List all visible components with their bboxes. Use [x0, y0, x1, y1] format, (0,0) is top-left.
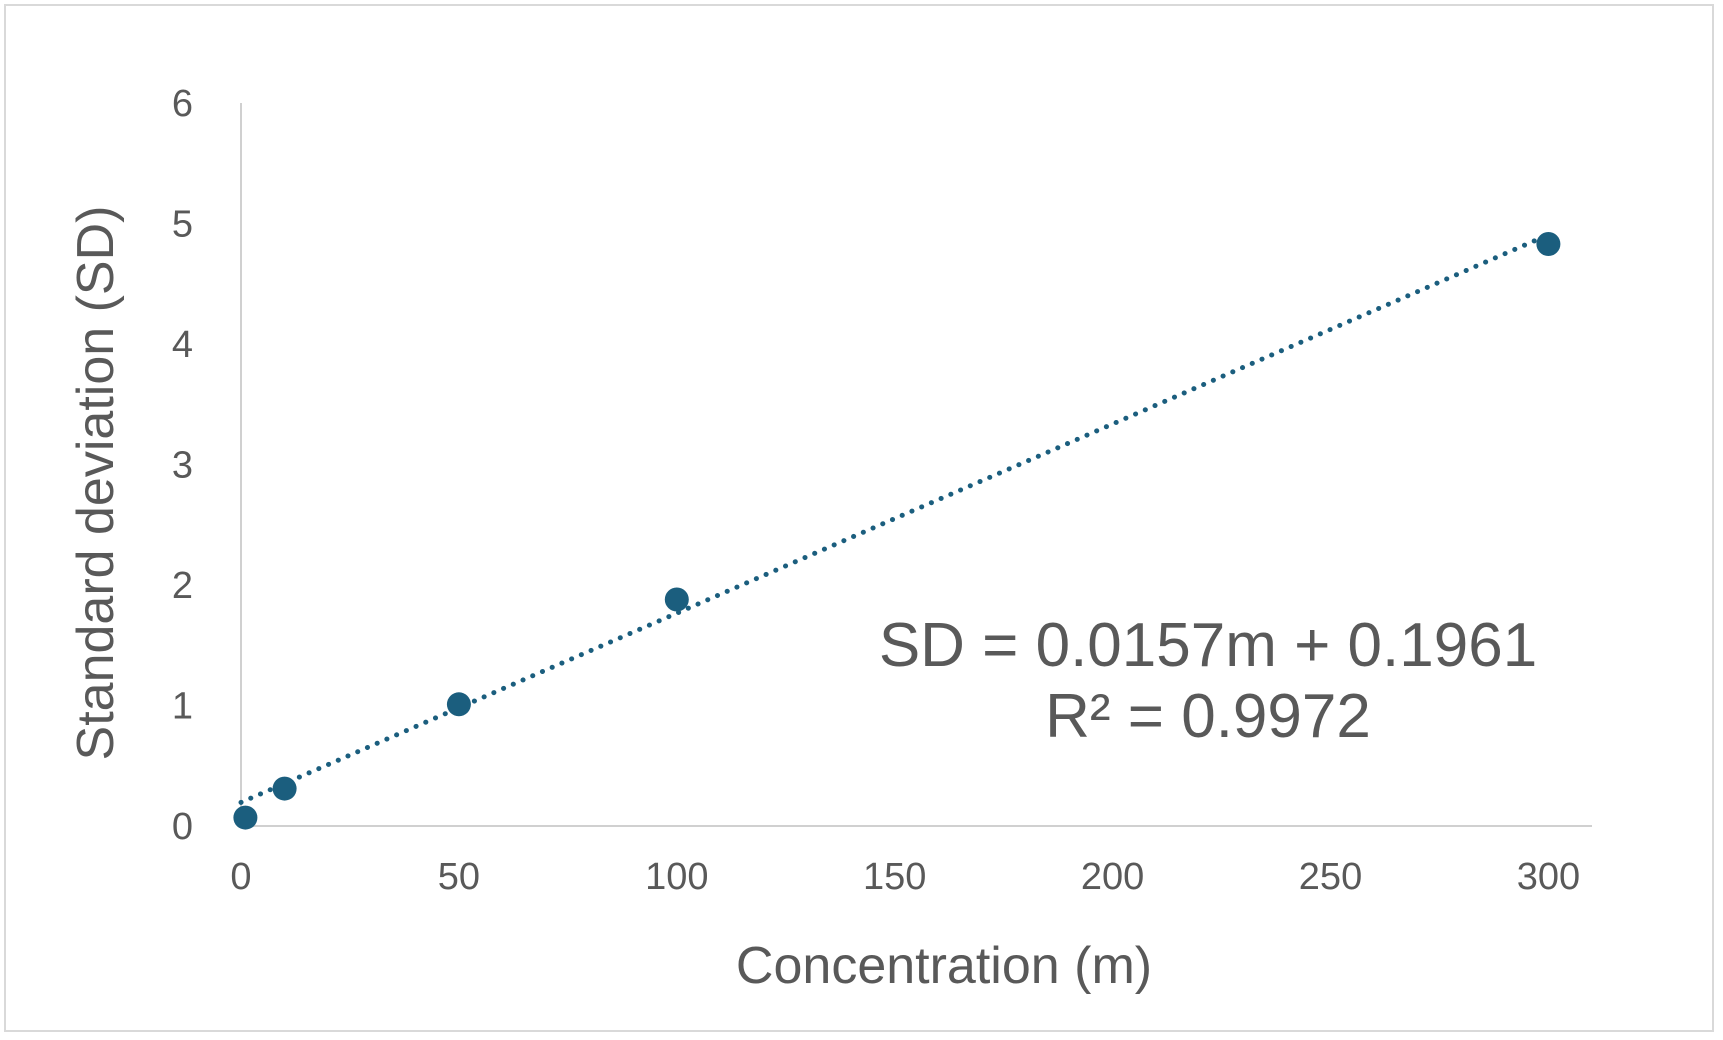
x-tick-label: 0	[230, 856, 251, 898]
x-axis-title: Concentration (m)	[736, 937, 1152, 995]
y-tick-label: 6	[172, 83, 193, 125]
data-point	[272, 776, 297, 801]
x-tick-label: 50	[438, 856, 480, 898]
data-point	[233, 805, 258, 830]
data-point	[1536, 232, 1561, 256]
y-tick-label: 3	[172, 445, 193, 487]
x-tick-label: 200	[1081, 856, 1144, 898]
data-points	[233, 232, 1561, 830]
y-tick-label: 4	[172, 324, 193, 366]
x-tick-labels: 0 50 100 150 200 250 300	[230, 856, 1580, 898]
y-tick-label: 2	[172, 565, 193, 607]
y-tick-label: 5	[172, 204, 193, 246]
x-tick-label: 150	[863, 856, 926, 898]
x-tick-label: 300	[1517, 856, 1580, 898]
trendline	[238, 232, 1551, 805]
x-tick-label: 100	[645, 856, 708, 898]
data-point	[664, 587, 689, 612]
y-tick-label: 0	[172, 806, 193, 848]
data-point	[446, 692, 471, 717]
y-tick-label: 1	[172, 686, 193, 728]
y-axis-title: Standard deviation (SD)	[67, 206, 125, 761]
x-tick-label: 250	[1299, 856, 1362, 898]
trendline-equation: SD = 0.0157m + 0.1961	[879, 611, 1537, 680]
axes	[240, 103, 1592, 827]
y-tick-labels: 0 1 2 3 4 5 6	[172, 83, 193, 848]
r-squared-label: R² = 0.9972	[1045, 682, 1371, 751]
chart-frame	[4, 4, 1714, 1032]
